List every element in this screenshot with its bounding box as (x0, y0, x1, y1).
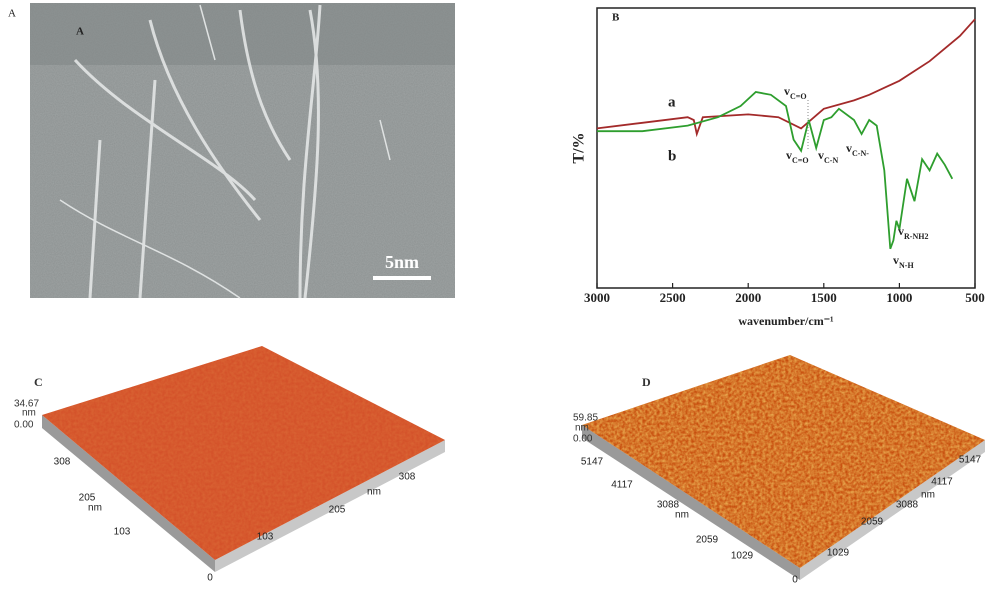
x-tick-label: 3000 (584, 290, 610, 305)
annotation-subscript: C=O (792, 156, 809, 165)
x-tick-label: 1500 (811, 290, 837, 305)
axis-tick-label: 1029 (731, 551, 754, 562)
axis-tick-label: 308 (54, 457, 71, 468)
annotation: vR-NH2 (898, 224, 928, 241)
figure: A A 5nm B wavenumber/cm⁻¹ T/% a b 3000 25… (0, 0, 990, 589)
x-tick-label: 1000 (886, 290, 912, 305)
x-tick-label: 500 (965, 290, 985, 305)
panel-label: B (612, 12, 620, 24)
z-min: 0.00 (14, 420, 34, 431)
axis-tick-label: 1029 (827, 548, 850, 559)
axis-tick-label: 3088 (896, 500, 919, 511)
axis-unit: nm (88, 503, 102, 514)
annotation: vC=O (786, 148, 809, 165)
z-unit: nm (575, 423, 589, 434)
axis-tick-label: 205 (329, 505, 346, 516)
afm-d: D 59.85 nm 0.00 (573, 355, 985, 580)
axis-unit: nm (367, 487, 381, 498)
panel-label: C (34, 375, 43, 389)
annotation-subscript: C=O (790, 92, 807, 101)
z-unit: nm (22, 408, 36, 419)
annotation: vC=O (784, 84, 807, 101)
axis-tick-label: 103 (257, 532, 274, 543)
y-axis-label: T/% (571, 132, 588, 163)
axis-tick-label: 0 (792, 575, 798, 586)
panel-label: A (8, 8, 16, 20)
axis-unit: nm (675, 510, 689, 521)
axis-tick-label: 5147 (581, 457, 604, 468)
x-axis-label: wavenumber/cm⁻¹ (738, 314, 834, 328)
annotation-subscript: C-N- (852, 149, 869, 158)
axis-tick-label: 2059 (696, 535, 719, 546)
axis-tick-label: 103 (114, 527, 131, 538)
x-tick-label: 2500 (660, 290, 686, 305)
ftir-chart: B wavenumber/cm⁻¹ T/% a b 3000 2500 2000 15… (571, 8, 985, 328)
axis-unit: nm (921, 490, 935, 501)
axis-tick-label: 308 (399, 472, 416, 483)
annotation-subscript: R-NH2 (904, 232, 928, 241)
afm-c: C 34.67 nm 0.00 (14, 346, 445, 572)
annotation: vN-H (893, 253, 914, 270)
annotation: vC-N- (846, 141, 869, 158)
series-label: b (668, 148, 676, 164)
axis-tick-label: 2059 (861, 517, 884, 528)
annotation-subscript: N-H (899, 261, 914, 270)
scale-bar-label: 5nm (385, 252, 419, 272)
x-tick-label: 2000 (735, 290, 761, 305)
panel-label: A (76, 26, 84, 38)
axis-tick-label: 4117 (931, 477, 953, 488)
annotation-subscript: C-N (824, 156, 838, 165)
axis-tick-label: 5147 (959, 455, 982, 466)
panel-label: D (642, 375, 651, 389)
line-series (597, 19, 975, 134)
series-label: a (668, 94, 676, 110)
annotation: vC-N (818, 148, 838, 165)
axis-tick-label: 4117 (611, 480, 633, 491)
axis-tick-label: 0 (207, 573, 213, 584)
z-min: 0.00 (573, 434, 593, 445)
